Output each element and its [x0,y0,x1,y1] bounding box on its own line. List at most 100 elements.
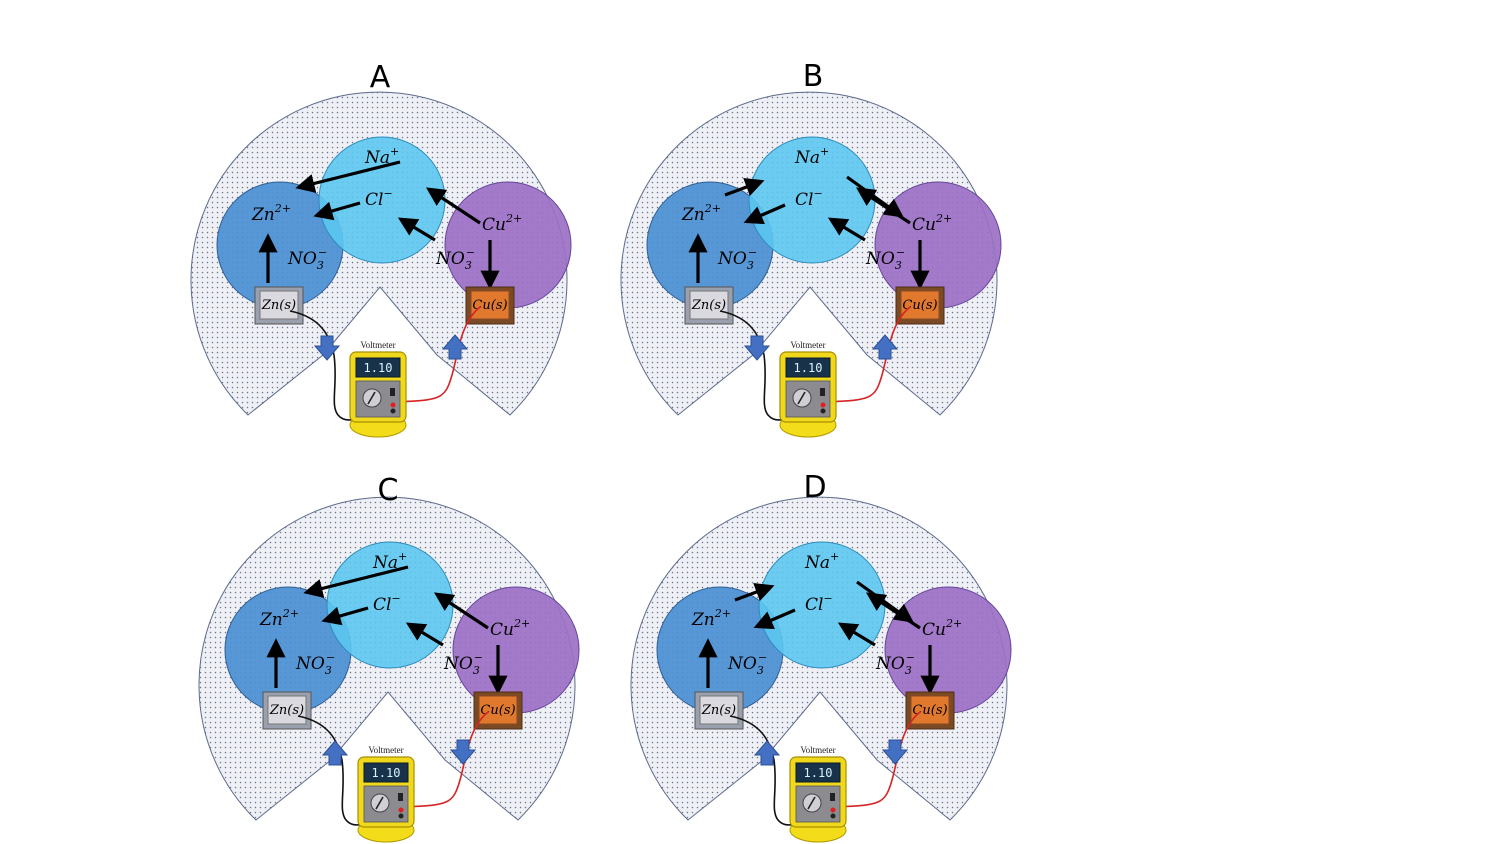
no3-left-label: NO3− [287,246,327,272]
panel-d-label: D [803,470,826,505]
electron-flow-arrow-left [321,740,349,766]
na-ion-label-charge: + [830,550,839,563]
cu-ion-label-symbol: Cu [482,215,506,235]
cl-ion-label-charge: − [813,187,822,200]
no3-right-label-subscript: 3 [465,259,472,272]
voltmeter: Voltmeter 1.10 [779,340,837,438]
zn-electrode: Zn(s) [694,691,744,730]
voltmeter-black-terminal [830,813,836,819]
voltmeter-screen [363,762,409,783]
no3-right-label-symbol: NO [865,249,895,269]
voltmeter: Voltmeter 1.10 [349,340,407,438]
no3-left-label-symbol: NO [717,249,747,269]
no3-right-label-subscript: 3 [895,259,902,272]
zn-to-bridge-arrow [734,583,775,602]
cu-electrode-face [900,290,940,320]
no3-left-label: NO3− [717,246,757,272]
no3-left-label: NO3− [727,651,767,677]
voltmeter-dial-pointer [367,391,376,405]
cu-electrode-face [910,695,950,725]
red-wire [394,306,481,403]
voltmeter-black-terminal [398,813,404,819]
cu-ion-label-symbol: Cu [490,620,514,640]
voltmeter-switch [390,388,395,396]
voltmeter-title: Voltmeter [800,745,835,755]
voltmeter-screen [355,357,401,378]
no3-right-label-symbol: NO [443,654,473,674]
cu-electrode-face [478,695,518,725]
zn-ion-label: Zn2+ [259,607,299,630]
voltmeter-reading: 1.10 [364,361,393,375]
cu-electrode: Cu(s) [465,286,515,325]
voltmeter: Voltmeter 1.10 [789,745,847,843]
panel-b: Na+Cl−Zn2+Cu2+NO3− NO3−Zn(s) Cu(s)Voltmete… [620,91,1002,438]
voltmeter-reading: 1.10 [794,361,823,375]
na-ion-label: Na+ [794,145,829,168]
na-ion-label-symbol: Na [794,148,820,168]
na-ion-arrow [303,565,409,598]
red-wire [402,711,489,808]
electron-flow-arrow-left [743,335,771,361]
zn-electrode-face [689,290,729,320]
no3-right-label-symbol: NO [875,654,905,674]
cu-ion-label-charge: 2+ [513,617,530,630]
panel-c-label: C [378,473,399,508]
panel-a-label: A [370,60,391,95]
cu-ion-label-symbol: Cu [912,215,936,235]
voltmeter-red-terminal [390,402,396,408]
na-ion-label-charge: + [390,145,399,158]
electron-flow-arrow-right [441,334,469,360]
cl-ion-label-charge: − [823,592,832,605]
no3-left-label-symbol: NO [287,249,317,269]
cl-ion-label: Cl− [365,187,393,210]
voltmeter-dial-pointer [807,796,816,810]
cl-ion-label-charge: − [383,187,392,200]
zn-electrode-face [699,695,739,725]
voltmeter-black-terminal [820,408,826,414]
cl-ion-label: Cl− [795,187,823,210]
cu-electrode-label: Cu(s) [902,298,937,313]
cu-ion-label-charge: 2+ [505,212,522,225]
na-ion-label: Na+ [364,145,399,168]
na-ion-arrow [846,175,904,218]
electron-flow-arrow-right [881,739,909,765]
voltmeter-screen [785,357,831,378]
cu-electrode: Cu(s) [905,691,955,730]
zn-electrode-label: Zn(s) [701,703,736,718]
cl-ion-label-symbol: Cl [365,190,383,210]
red-wire [824,306,911,403]
voltmeter-black-terminal [390,408,396,414]
no3-left-label-charge: − [748,246,757,259]
na-ion-label-charge: + [398,550,407,563]
no3-left-label-charge: − [758,651,767,664]
panel-d: Na+Cl−Zn2+Cu2+NO3− NO3−Zn(s) Cu(s)Voltmete… [630,496,1012,843]
zn-ion-label-symbol: Zn [681,205,705,225]
no3-right-label-charge: − [474,651,483,664]
voltmeter-reading: 1.10 [372,766,401,780]
zn-ion-label-charge: 2+ [714,607,731,620]
zn-ion-label: Zn2+ [251,202,291,225]
nitrate-arrow [397,217,436,242]
cu-electrode-label: Cu(s) [912,703,947,718]
no3-left-label-subscript: 3 [757,664,764,677]
no3-right-label-charge: − [466,246,475,259]
voltmeter-dial-pointer [375,796,384,810]
voltmeter-screen [795,762,841,783]
zn-ion-label: Zn2+ [681,202,721,225]
zn-ion-label-symbol: Zn [691,610,715,630]
voltmeter-switch [398,793,403,801]
cl-ion-label-symbol: Cl [805,595,823,615]
zn-electrode: Zn(s) [262,691,312,730]
zn-to-bridge-arrow [724,178,765,197]
voltmeter-title: Voltmeter [368,745,403,755]
na-ion-label-symbol: Na [372,553,398,573]
cu-electrode-label: Cu(s) [472,298,507,313]
electron-flow-arrow-right [449,739,477,765]
voltmeter-red-terminal [820,402,826,408]
na-ion-label: Na+ [804,550,839,573]
zn-ion-label-symbol: Zn [259,610,283,630]
no3-left-label-subscript: 3 [325,664,332,677]
cu-electrode: Cu(s) [473,691,523,730]
panel-c: Na+Cl−Zn2+Cu2+NO3− NO3−Zn(s) Cu(s)Voltmete… [198,496,580,843]
